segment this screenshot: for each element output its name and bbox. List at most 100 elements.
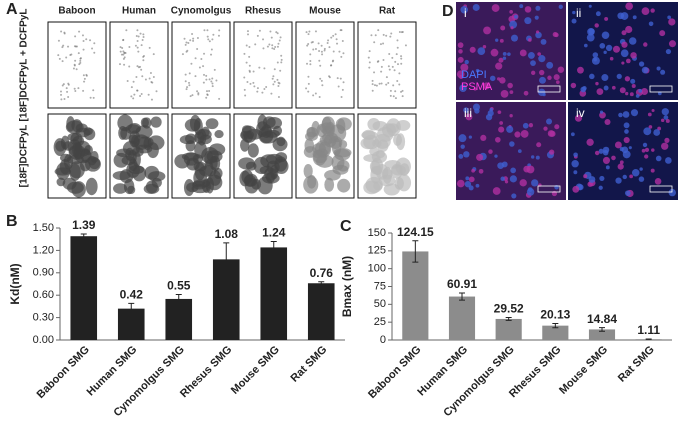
tissue-spot [362,129,376,140]
tissue-spot [198,66,201,69]
tissue-spot [320,44,323,47]
cell [614,141,622,149]
tissue-spot [317,42,320,45]
tissue-spot [373,84,376,87]
tissue-spot [206,29,209,32]
tissue-spot [244,94,247,97]
cell [547,75,552,80]
tissue-spot [248,46,251,49]
cell [630,52,637,59]
cell [526,165,535,174]
tissue-spot [113,152,129,168]
cell [623,136,630,144]
tissue-spot [279,69,282,72]
tissue-spot [385,83,388,86]
cell [463,151,470,158]
cell [628,37,637,45]
cell [509,114,513,118]
tissue-spot [136,46,139,49]
cell [554,124,560,130]
cell [611,85,616,90]
cell [495,62,503,70]
tissue-spot [68,161,85,179]
tissue-spot [373,165,383,175]
tissue-spot [243,76,246,79]
x-tick-label: Baboon SMG [366,344,423,401]
cell [625,2,634,11]
tissue-spot [126,79,129,82]
tissue-spot [330,36,333,39]
cell [524,6,532,13]
tissue-spot [136,65,139,68]
tissue-spot [141,75,144,78]
cell [519,4,524,9]
tissue-spot [400,90,403,93]
tissue-spot [379,43,382,46]
tissue-spot [388,53,391,56]
cell [482,45,487,49]
cell [583,174,588,179]
cell [537,52,541,56]
tissue-spot [205,78,208,81]
tissue-spot [218,97,221,100]
tissue-spot [274,158,289,175]
cell [665,48,672,55]
cell [620,49,629,58]
cell [497,110,502,115]
cell [620,12,629,20]
tissue-spot [62,141,75,151]
row-label: [18F]DCFPyL [19,125,30,188]
tissue-image [109,21,169,109]
tissue-spot [258,66,261,69]
tissue-spot [326,41,329,44]
tissue-spot [73,87,76,90]
tissue-spot [62,83,65,86]
cell [572,10,576,15]
tissue-spot [314,30,317,33]
tissue-spot [89,39,92,42]
cell [460,63,469,72]
tissue-spot [186,86,189,89]
tissue-spot [132,97,135,100]
y-axis-label: Bmax (nM) [340,256,354,317]
cell [555,80,560,85]
tissue-spot [128,65,131,68]
tissue-spot [188,81,191,84]
cell [631,168,640,177]
tissue-spot [137,50,140,53]
cell [615,177,622,184]
error-bar [270,240,277,254]
cell [643,127,652,136]
cell [520,130,529,138]
tissue-spot [183,37,186,40]
cell [616,73,622,79]
tissue-spot [262,38,265,41]
cell [468,185,474,191]
cell [517,149,522,153]
cell [463,107,469,113]
cell [535,5,541,11]
cell [617,163,624,170]
tissue-spot [246,30,249,33]
cell [460,5,468,14]
cell [558,4,563,9]
cell [530,60,536,67]
cell [478,168,484,174]
tissue-spot [202,81,205,84]
tissue-spot [342,52,345,55]
tissue-spot [79,57,82,60]
cell [496,77,501,81]
tissue-spot [334,148,351,161]
tissue-spot [312,48,315,51]
cell [553,74,560,81]
tissue-spot [265,85,268,88]
cell [502,56,507,60]
tissue-spot [196,90,199,93]
tissue-spot [60,93,63,96]
subpanel-label: iv [576,106,585,120]
tissue-spot [275,31,278,34]
tissue-spot [400,57,403,60]
tissue-spot [376,126,394,142]
cell [592,52,599,58]
